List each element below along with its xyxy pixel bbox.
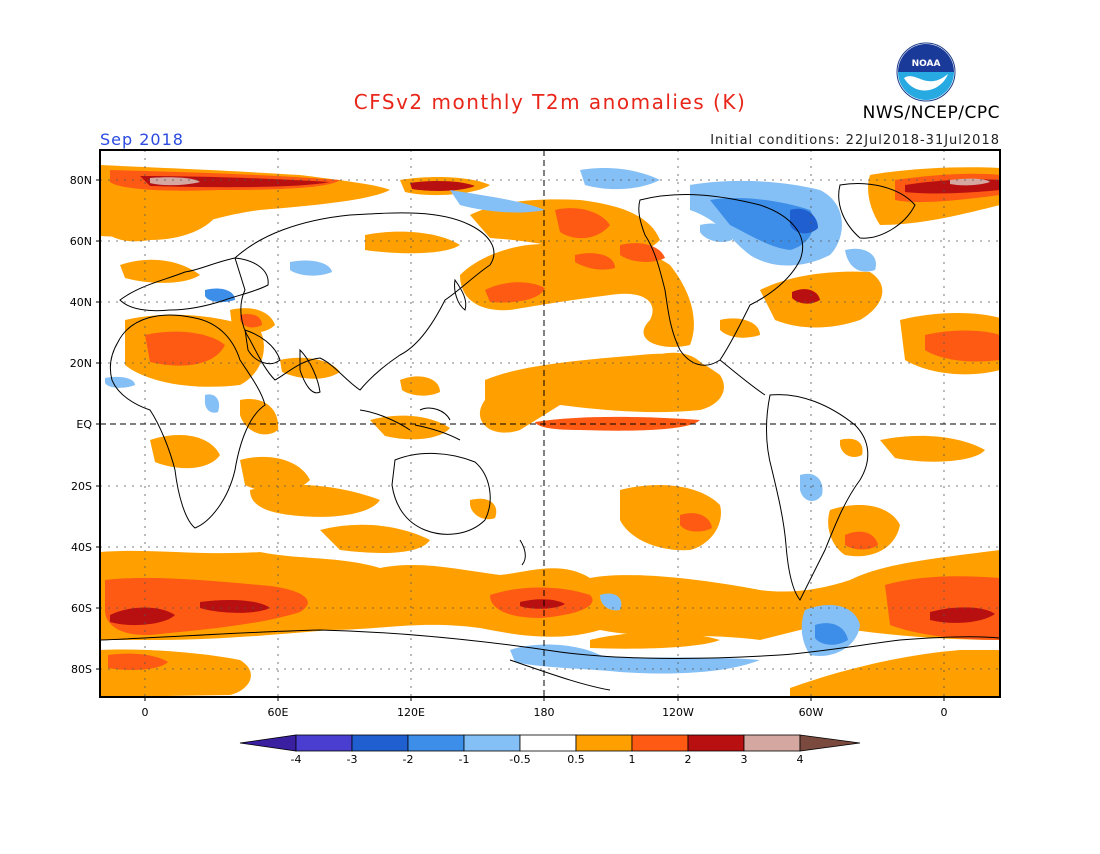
colorbar-swatch xyxy=(351,734,409,752)
warm-region-strong xyxy=(925,330,1000,362)
colorbar-swatch xyxy=(407,734,465,752)
lat-label: 40S xyxy=(71,541,92,554)
cold-region xyxy=(580,168,660,190)
lat-label: 60N xyxy=(70,235,92,248)
lon-label: 60E xyxy=(268,706,289,719)
hot-region xyxy=(792,289,820,304)
initial-conditions: Initial conditions: 22Jul2018-31Jul2018 xyxy=(710,133,1000,148)
chart-title: CFSv2 monthly T2m anomalies (K) xyxy=(353,90,747,114)
colorbar-arrow-low xyxy=(239,734,297,752)
warm-region xyxy=(120,259,200,283)
hot-region xyxy=(110,607,175,626)
colorbar-swatch xyxy=(463,734,521,752)
lon-label: 0 xyxy=(941,706,948,719)
colorbar-swatch xyxy=(575,734,633,752)
warm-region xyxy=(720,318,760,338)
colorbar xyxy=(239,734,861,752)
reference-lines xyxy=(100,150,1000,697)
colorbar-tick-label: 0.5 xyxy=(567,753,585,766)
colorbar-swatch xyxy=(743,734,801,752)
warm-region-strong xyxy=(885,576,1000,640)
warm-region-strong xyxy=(535,416,700,431)
warm-region xyxy=(620,485,721,551)
lon-label: 120W xyxy=(662,706,694,719)
colorbar-tick-label: -0.5 xyxy=(509,753,530,766)
warm-region-strong xyxy=(240,314,262,328)
warm-region xyxy=(880,435,985,462)
lat-label: 80N xyxy=(70,174,92,187)
colorbar-arrow-high xyxy=(799,734,861,752)
warm-region xyxy=(460,241,694,348)
warm-region-strong xyxy=(620,243,665,262)
colorbar-tick-label: 3 xyxy=(741,753,748,766)
hot-region xyxy=(410,181,475,191)
lat-label: 20S xyxy=(71,480,92,493)
colorbar-swatch xyxy=(295,734,353,752)
cold-region-mid xyxy=(815,623,848,645)
cold-region-mid xyxy=(710,198,814,250)
colorbar-labels: -4 -3 -2 -1 -0.5 0.5 1 2 3 4 xyxy=(291,753,804,766)
agency-label: NWS/NCEP/CPC xyxy=(862,103,1000,123)
warm-region xyxy=(250,484,380,517)
logo-text: NOAA xyxy=(912,59,941,69)
lon-label: 60W xyxy=(799,706,824,719)
warm-region xyxy=(840,438,863,457)
warm-region xyxy=(240,399,279,435)
warm-region xyxy=(150,435,220,469)
lat-label: 40N xyxy=(70,296,92,309)
lat-label: 80S xyxy=(71,663,92,676)
lon-label: 120E xyxy=(397,706,425,719)
warm-region xyxy=(100,198,220,242)
warm-region-strong xyxy=(145,331,225,366)
cold-region xyxy=(450,190,545,213)
cold-region xyxy=(204,394,220,413)
warm-region-strong xyxy=(575,253,615,270)
colorbar-tick-label: 1 xyxy=(629,753,636,766)
cold-region xyxy=(700,223,733,243)
hot-region xyxy=(200,600,270,613)
colorbar-swatch xyxy=(631,734,689,752)
warm-region xyxy=(400,376,440,396)
warm-region xyxy=(365,231,460,254)
colorbar-swatch xyxy=(519,734,577,752)
lon-label: 0 xyxy=(142,706,149,719)
cold-region xyxy=(510,644,760,674)
warm-region xyxy=(640,352,710,383)
forecast-month: Sep 2018 xyxy=(100,130,184,149)
cold-region xyxy=(600,593,622,611)
warm-region xyxy=(370,415,450,440)
warm-region xyxy=(320,524,430,553)
cold-region xyxy=(290,260,332,276)
extreme-region xyxy=(150,177,200,186)
cold-region xyxy=(105,376,135,388)
noaa-logo-icon: NOAA xyxy=(896,42,956,102)
warm-region xyxy=(760,271,883,328)
colorbar-tick-label: 4 xyxy=(797,753,804,766)
colorbar-tick-label: -4 xyxy=(291,753,302,766)
warm-region-strong xyxy=(680,513,712,532)
colorbar-tick-label: -2 xyxy=(403,753,414,766)
lat-label: 60S xyxy=(71,602,92,615)
coastlines xyxy=(100,183,1000,691)
colorbar-tick-label: -1 xyxy=(459,753,470,766)
hot-region xyxy=(520,599,565,609)
warm-region xyxy=(240,456,310,492)
colorbar-swatch xyxy=(687,734,745,752)
warm-region-strong xyxy=(485,282,545,303)
colorbar-tick-label: 2 xyxy=(685,753,692,766)
warm-region-strong xyxy=(845,531,878,550)
lat-label: EQ xyxy=(76,418,92,431)
warm-region xyxy=(790,650,1000,697)
colorbar-tick-label: -3 xyxy=(347,753,358,766)
cold-region xyxy=(845,248,876,272)
lon-label: 180 xyxy=(534,706,555,719)
warm-region-strong xyxy=(108,653,168,670)
warm-region xyxy=(590,632,720,649)
hot-region xyxy=(930,607,995,623)
warm-region-strong xyxy=(555,208,610,239)
lat-label: 20N xyxy=(70,357,92,370)
